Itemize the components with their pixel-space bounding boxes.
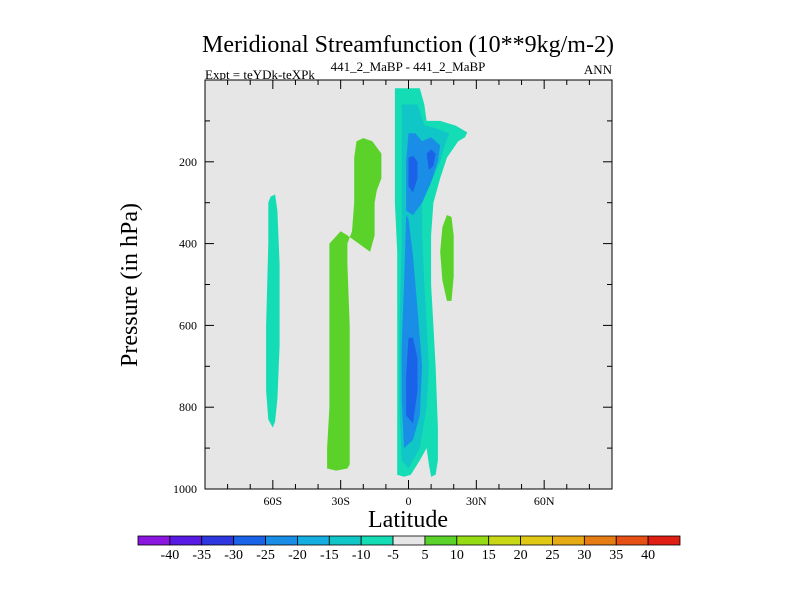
experiment-label: Expt = teYDk-teXPk bbox=[205, 67, 315, 82]
colorbar-label: 20 bbox=[514, 548, 528, 563]
colorbar-swatch bbox=[169, 535, 203, 546]
x-axis-label: Latitude bbox=[368, 507, 448, 533]
colorbar-swatch bbox=[424, 535, 458, 546]
season-label: ANN bbox=[584, 62, 613, 77]
chart-title: Meridional Streamfunction (10**9kg/m-2) bbox=[202, 32, 614, 58]
colorbar-label: 40 bbox=[641, 548, 655, 563]
colorbar-label: -5 bbox=[387, 548, 399, 563]
colorbar-swatch bbox=[552, 535, 585, 546]
colorbar-swatch bbox=[488, 535, 521, 546]
colorbar-swatch bbox=[360, 535, 394, 546]
x-tick-label: 0 bbox=[406, 494, 412, 508]
colorbar-swatch bbox=[137, 535, 171, 546]
contour-tropical-cell-max-lower bbox=[406, 337, 418, 424]
colorbar-label: 35 bbox=[609, 548, 623, 563]
x-tick-label: 30S bbox=[331, 494, 350, 508]
colorbar-label: -35 bbox=[192, 548, 211, 563]
x-tick-label: 60N bbox=[534, 494, 555, 508]
colorbar-swatch bbox=[520, 535, 553, 546]
y-tick-label: 400 bbox=[179, 237, 197, 251]
contour-regions bbox=[266, 88, 468, 477]
colorbar-label: -30 bbox=[224, 548, 243, 563]
colorbar-label: 25 bbox=[545, 548, 559, 563]
colorbar-label: -10 bbox=[352, 548, 371, 563]
colorbar-swatch bbox=[647, 535, 681, 546]
x-tick-label: 60S bbox=[263, 494, 282, 508]
colorbar-swatch bbox=[297, 535, 330, 546]
axis-ticks: 60S 30S 0 30N 60N 200 400 600 800 1000 bbox=[173, 80, 612, 508]
colorbar-label: -40 bbox=[161, 548, 180, 563]
colorbar-swatch bbox=[456, 535, 490, 546]
colorbar-label: 15 bbox=[482, 548, 496, 563]
contour-sh-ferrel-cell bbox=[327, 138, 382, 471]
colorbar-label: -25 bbox=[256, 548, 275, 563]
y-tick-label: 200 bbox=[179, 155, 197, 169]
colorbar-swatch bbox=[233, 535, 266, 546]
colorbar-swatch bbox=[265, 535, 298, 546]
contour-sh-subtropical-cell bbox=[266, 194, 280, 428]
colorbar-swatch bbox=[583, 535, 617, 546]
contour-tropical-cell-max-upper bbox=[408, 155, 418, 193]
colorbar-label: 5 bbox=[421, 548, 428, 563]
colorbar-label: 10 bbox=[450, 548, 464, 563]
x-tick-label: 30N bbox=[466, 494, 487, 508]
colorbar-swatch bbox=[328, 535, 362, 546]
y-tick-label: 1000 bbox=[173, 482, 197, 496]
y-tick-label: 600 bbox=[179, 318, 197, 332]
contour-nh-positive-cell bbox=[440, 215, 454, 301]
y-tick-label: 800 bbox=[179, 400, 197, 414]
case-label: 441_2_MaBP - 441_2_MaBP bbox=[331, 59, 486, 74]
y-axis-label: Pressure (in hPa) bbox=[117, 203, 143, 367]
contour-tropical-cell-max-jet bbox=[426, 149, 436, 170]
colorbar: -40 -35 -30 -25 -20 -15 -10 -5 5 10 15 20 25 30 35 40 bbox=[137, 535, 681, 563]
colorbar-swatch bbox=[392, 535, 426, 546]
colorbar-swatch bbox=[201, 535, 235, 546]
colorbar-swatch bbox=[615, 535, 649, 546]
colorbar-label: -20 bbox=[288, 548, 307, 563]
colorbar-label: 30 bbox=[577, 548, 591, 563]
colorbar-label: -15 bbox=[320, 548, 339, 563]
